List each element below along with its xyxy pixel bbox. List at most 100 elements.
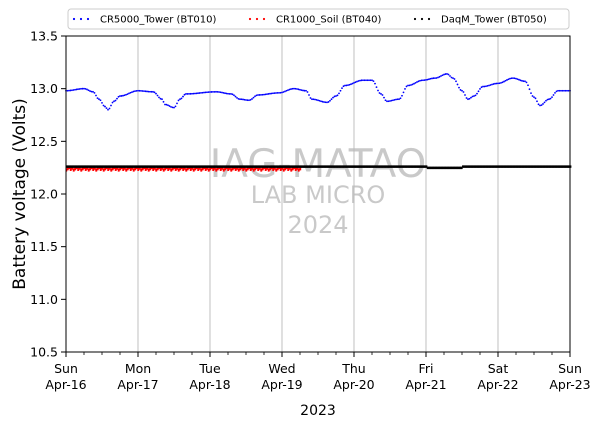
data-point-daqm [249, 165, 252, 168]
data-point-cr1000 [285, 167, 287, 171]
data-point-cr5000 [297, 88, 300, 91]
data-point-cr5000 [240, 98, 243, 101]
data-point-cr5000 [476, 92, 478, 95]
data-point-cr1000 [87, 166, 89, 170]
data-point-daqm [460, 166, 462, 170]
data-point-daqm [521, 165, 523, 168]
data-point-daqm [458, 166, 460, 170]
data-point-cr1000 [107, 167, 109, 171]
data-point-daqm [211, 165, 213, 168]
data-point-cr1000 [237, 168, 239, 172]
data-point-daqm [258, 165, 261, 168]
data-point-cr1000 [283, 168, 285, 172]
data-point-daqm [492, 165, 494, 168]
data-point-cr1000 [288, 167, 290, 171]
data-point-cr5000 [216, 90, 219, 93]
data-point-daqm [412, 165, 414, 168]
data-point-daqm [205, 165, 207, 168]
data-point-daqm [502, 165, 504, 168]
data-point-cr5000 [257, 94, 259, 96]
data-point-cr1000 [275, 168, 277, 172]
data-point-cr1000 [156, 168, 158, 172]
data-point-cr5000 [323, 101, 325, 103]
data-point-cr5000 [524, 80, 526, 83]
data-point-daqm [480, 165, 482, 168]
data-point-cr5000 [308, 94, 310, 96]
data-point-daqm [277, 165, 279, 168]
data-point-daqm [90, 165, 92, 168]
data-point-cr5000 [75, 88, 78, 91]
data-point-cr5000 [548, 98, 550, 101]
data-point-daqm [449, 166, 451, 170]
data-point-cr5000 [311, 98, 313, 101]
data-point-daqm [290, 165, 292, 168]
data-point-daqm [480, 165, 483, 168]
data-point-cr1000 [249, 167, 251, 171]
data-point-daqm [459, 166, 462, 170]
data-point-cr5000 [120, 95, 123, 97]
data-point-cr5000 [161, 98, 163, 101]
data-point-daqm [513, 165, 515, 168]
data-point-cr5000 [558, 89, 561, 92]
data-point-daqm [160, 165, 162, 168]
data-point-daqm [249, 165, 251, 168]
data-point-daqm [124, 165, 126, 168]
data-point-cr5000 [500, 82, 502, 84]
data-point-cr1000 [74, 167, 76, 171]
data-point-daqm [232, 165, 234, 168]
data-point-daqm [528, 165, 531, 168]
data-point-cr5000 [155, 92, 157, 95]
data-point-daqm [83, 165, 85, 168]
data-point-cr5000 [335, 95, 337, 97]
data-point-daqm [338, 165, 340, 168]
data-point-daqm [447, 166, 450, 170]
data-point-daqm [434, 166, 436, 170]
data-point-daqm [78, 165, 81, 168]
data-point-daqm [239, 165, 241, 168]
data-point-daqm [305, 165, 307, 168]
data-point-cr1000 [265, 167, 267, 171]
data-point-daqm [420, 165, 423, 168]
data-point-cr5000 [359, 79, 361, 82]
x-tick-label-date: Apr-23 [549, 377, 590, 392]
data-point-daqm [233, 165, 235, 168]
data-point-daqm [492, 165, 495, 168]
data-point-cr1000 [126, 168, 128, 172]
data-point-cr5000 [270, 92, 273, 95]
data-point-cr5000 [144, 90, 147, 93]
data-point-cr5000 [366, 79, 369, 82]
data-point-cr1000 [148, 168, 150, 172]
data-point-cr5000 [303, 89, 306, 92]
data-point-daqm [323, 165, 325, 168]
data-point-daqm [287, 165, 289, 168]
data-point-daqm [180, 165, 182, 168]
data-point-cr5000 [566, 89, 568, 92]
x-tick-label-date: Apr-20 [333, 377, 374, 392]
data-point-cr1000 [252, 166, 254, 170]
data-point-daqm [471, 165, 473, 168]
data-point-cr5000 [315, 98, 318, 101]
data-point-cr5000 [180, 97, 183, 100]
data-point-daqm [186, 165, 189, 168]
data-point-daqm [366, 165, 369, 168]
data-point-cr1000 [273, 167, 275, 171]
data-point-daqm [111, 165, 114, 168]
data-point-daqm [362, 165, 364, 168]
data-point-daqm [433, 166, 435, 170]
data-point-daqm [237, 165, 240, 168]
data-point-daqm [164, 165, 166, 168]
data-point-daqm [543, 165, 546, 168]
data-point-daqm [109, 165, 111, 168]
data-point-cr5000 [219, 91, 222, 94]
data-point-cr1000 [219, 167, 221, 171]
data-point-cr5000 [132, 90, 135, 93]
data-point-daqm [136, 165, 138, 168]
data-point-daqm [294, 165, 296, 168]
data-point-cr1000 [172, 167, 174, 171]
data-point-cr5000 [168, 105, 171, 107]
data-point-daqm [351, 165, 354, 168]
data-point-daqm [75, 165, 78, 168]
data-point-cr5000 [186, 93, 189, 95]
data-point-daqm [192, 165, 194, 168]
data-point-daqm [261, 165, 264, 168]
